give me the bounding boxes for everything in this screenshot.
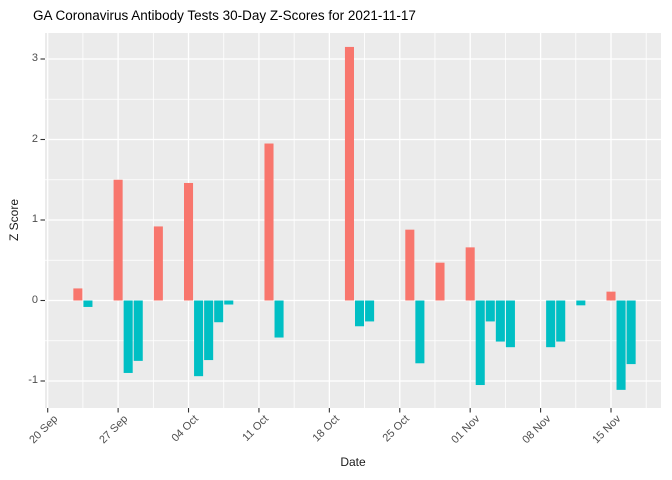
bar-negative [576,300,586,306]
bar-negative [485,300,495,322]
bar-negative [505,300,515,348]
bar-positive [153,226,163,301]
y-tick-label: 2 [31,132,38,145]
y-tick-label: -1 [28,374,38,386]
bar-negative [415,300,425,364]
bar-negative [274,300,284,338]
bar-negative [546,300,556,348]
bar-positive [344,46,354,301]
bar-negative [556,300,566,342]
bar-positive [465,247,475,301]
bar-negative [365,300,375,322]
bar-negative [214,300,224,323]
bar-positive [405,229,415,301]
bar-negative [475,300,485,386]
bar-positive [73,288,83,301]
y-tick-label: 1 [31,213,38,225]
y-tick-label: 3 [31,52,38,64]
x-axis-title: Date [340,455,366,469]
bar-negative [204,300,214,361]
bar-negative [83,300,93,307]
bar-negative [355,300,365,327]
bar-positive [113,179,123,301]
bar-negative [495,300,505,342]
bar-negative [626,300,636,365]
y-tick-label: 0 [31,293,38,306]
y-axis-title: Z Score [7,198,21,242]
bar-negative [133,300,143,361]
bar-positive [184,182,194,301]
bar-negative [194,300,204,377]
bar-positive [264,143,274,301]
bar-positive [606,291,616,301]
chart-title: GA Coronavirus Antibody Tests 30-Day Z-S… [33,8,416,23]
bar-negative [123,300,133,373]
bar-negative [224,300,234,305]
bar-negative [616,300,626,390]
bar-positive [435,262,445,301]
